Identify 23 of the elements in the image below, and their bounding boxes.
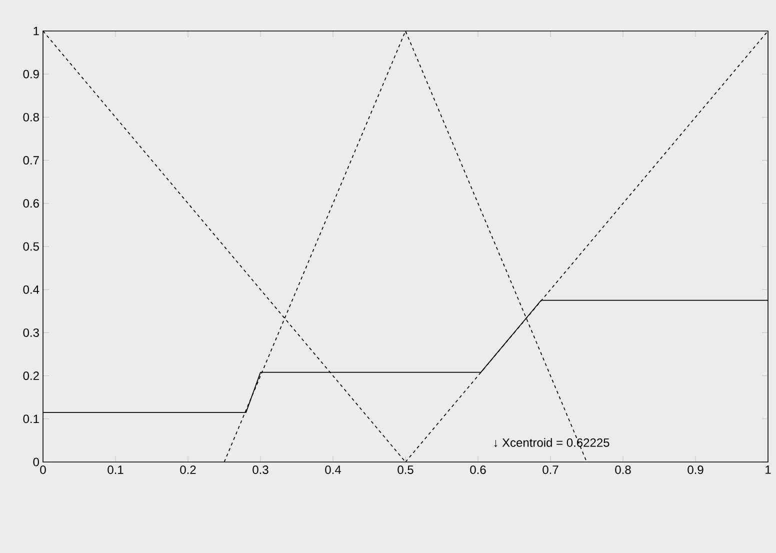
- annotation: ↓ Xcentroid = 0.62225: [494, 438, 610, 448]
- y-tick-label: 0.6: [23, 199, 39, 208]
- y-tick-label: 0.3: [23, 328, 39, 337]
- y-tick-label: 0: [33, 458, 40, 466]
- x-tick-label: 0.7: [542, 466, 558, 474]
- x-tick-label: 0.5: [398, 466, 414, 474]
- y-tick-label: 0.8: [23, 112, 39, 122]
- y-tick-label: 0.7: [23, 156, 39, 165]
- y-tick-label: 0.1: [23, 414, 39, 424]
- x-tick-label: 0.9: [688, 466, 704, 474]
- x-tick-label: 0.2: [180, 466, 196, 474]
- y-tick-label: 0.9: [23, 70, 39, 78]
- x-tick-label: 0.8: [615, 466, 631, 474]
- y-tick-label: 1: [34, 26, 39, 36]
- x-tick-label: 0.3: [252, 466, 268, 474]
- x-tick-label: 0: [40, 466, 46, 474]
- y-tick-label: 0.2: [23, 372, 39, 380]
- x-tick-label: 0.6: [470, 466, 486, 474]
- y-tick-label: 0.4: [23, 285, 40, 294]
- x-tick-label: 1: [766, 466, 771, 474]
- x-tick-label: 0.1: [108, 466, 124, 474]
- x-tick-label: 0.4: [325, 466, 341, 474]
- y-tick-label: 0.5: [23, 242, 39, 251]
